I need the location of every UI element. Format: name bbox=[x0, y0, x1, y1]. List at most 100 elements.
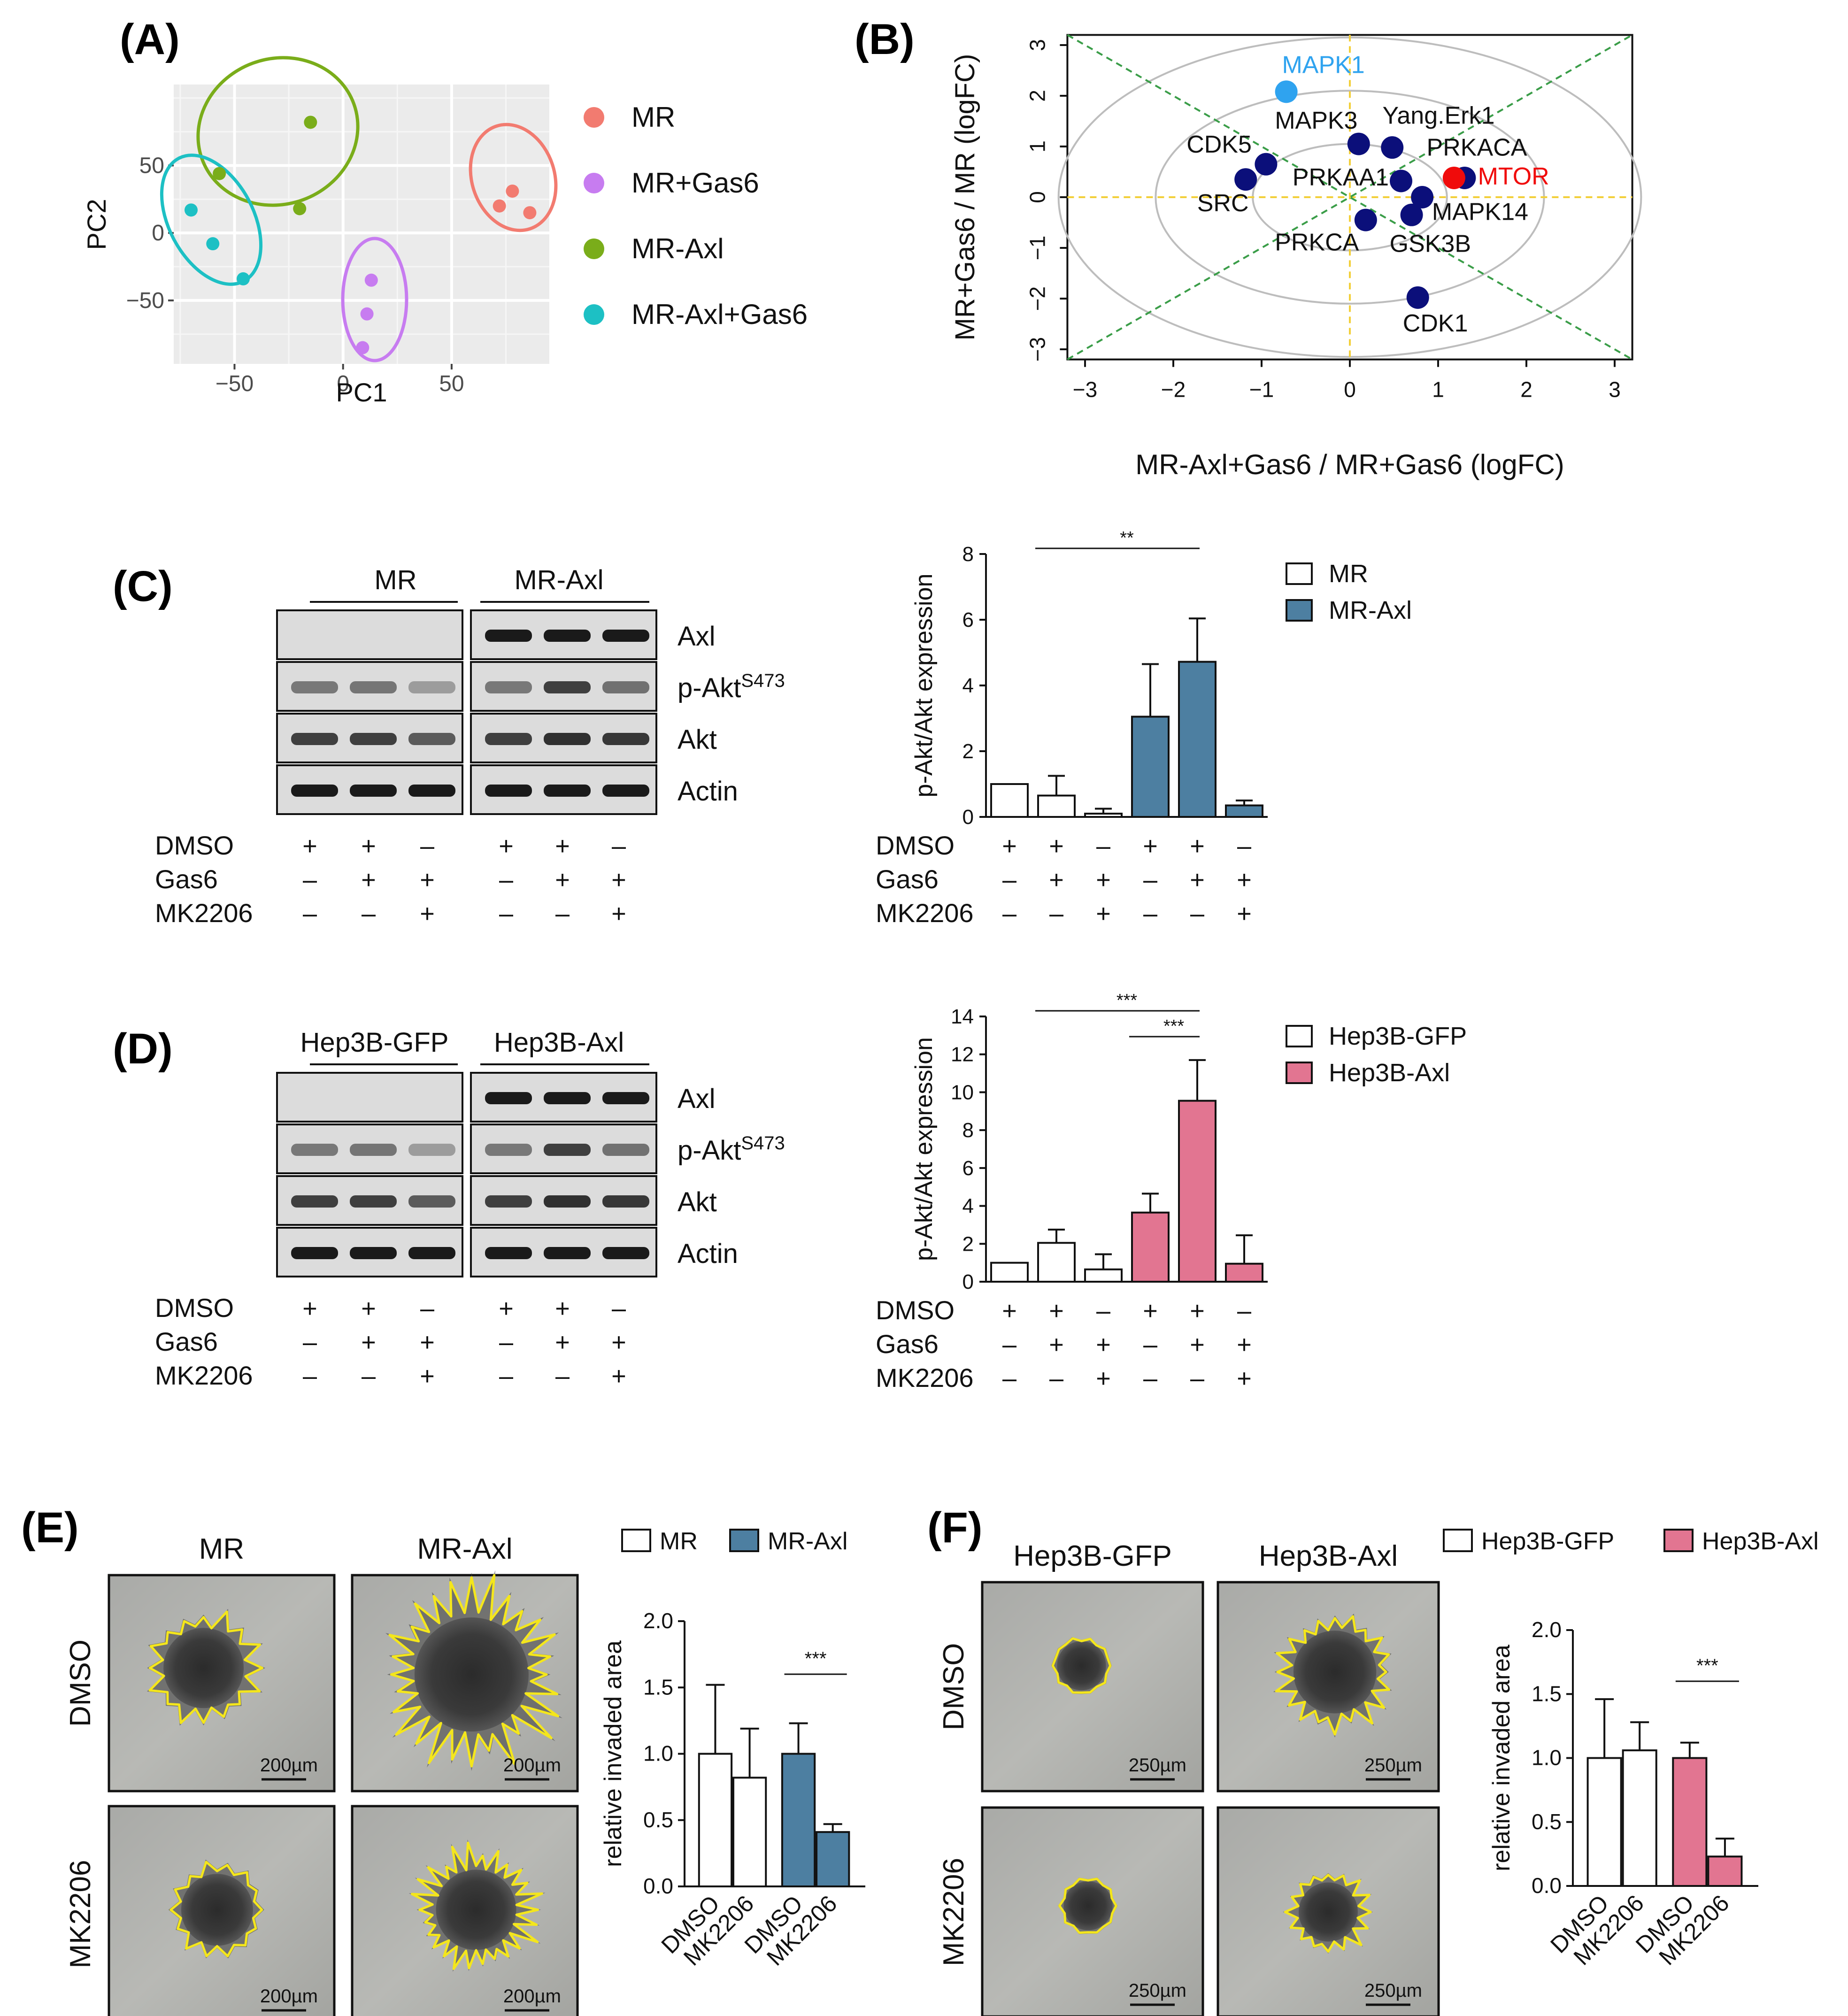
legend-label: Hep3B-GFP bbox=[1329, 1022, 1467, 1050]
bar bbox=[990, 783, 1029, 818]
y-axis-label: p-Akt/Akt expression bbox=[910, 574, 938, 798]
pca-legend: MR MR+Gas6 MR-Axl MR-Axl+Gas6 bbox=[584, 101, 808, 330]
panel-label-f: (F) bbox=[927, 1504, 982, 1552]
treatment-sign: – bbox=[499, 1328, 513, 1356]
treatment-sign: + bbox=[302, 832, 317, 860]
treatment-sign: – bbox=[555, 1362, 570, 1390]
point-yang-erk1 bbox=[1381, 136, 1404, 159]
pca-point bbox=[293, 202, 307, 215]
treatment-sign: + bbox=[361, 866, 376, 894]
treatment-sign: – bbox=[420, 1294, 434, 1323]
pca-points bbox=[184, 115, 537, 354]
spheroid-core bbox=[181, 1874, 253, 1946]
x-tick-label: −50 bbox=[216, 371, 254, 396]
blot-band bbox=[602, 1092, 649, 1104]
y-tick-label: 0 bbox=[1025, 191, 1049, 203]
point-cdk5 bbox=[1255, 153, 1278, 176]
y-tick-label: 2.0 bbox=[1532, 1617, 1562, 1642]
point-prkaa1 bbox=[1390, 169, 1413, 192]
legend-dot bbox=[584, 239, 604, 259]
blot-band bbox=[485, 1144, 532, 1156]
point-label: CDK1 bbox=[1403, 310, 1468, 337]
legend-dot bbox=[584, 304, 604, 325]
treatment-sign: + bbox=[1096, 866, 1111, 894]
treatment-label: DMSO bbox=[155, 831, 234, 860]
invasion-outline bbox=[1051, 1637, 1112, 1694]
scale-label: 200µm bbox=[503, 1755, 561, 1776]
treatment-sign: + bbox=[1049, 866, 1064, 894]
sig-stars: *** bbox=[805, 1648, 827, 1669]
pca-point bbox=[356, 341, 370, 354]
treatment-label: Gas6 bbox=[876, 864, 939, 894]
point-label: Yang.Erk1 bbox=[1383, 102, 1495, 129]
blot-band bbox=[291, 1144, 338, 1156]
treatment-sign: + bbox=[1190, 832, 1205, 860]
treatment-sign: – bbox=[1049, 1364, 1063, 1393]
y-tick-label: 2 bbox=[1025, 90, 1049, 102]
legend-swatch bbox=[1443, 1529, 1473, 1552]
bar bbox=[1586, 1757, 1622, 1887]
treatment-sign: + bbox=[1096, 1364, 1111, 1393]
blot-band bbox=[544, 1195, 591, 1208]
treatment-sign: + bbox=[1049, 1297, 1064, 1325]
invasion-outline bbox=[410, 1841, 543, 1970]
x-tick-label: 0 bbox=[337, 371, 349, 396]
treatment-sign: + bbox=[1002, 832, 1017, 860]
blot-band bbox=[291, 1195, 338, 1208]
point-label: MAPK3 bbox=[1275, 107, 1357, 134]
kinase-scatter: −3 −2 −1 0 1 2 3 −3 −2 −1 0 1 2 3 MAPK1 MAPK3 Yang.Erk1… bbox=[950, 34, 1642, 480]
legend-swatch bbox=[621, 1529, 651, 1552]
bar bbox=[781, 1753, 816, 1887]
treatment-label: Gas6 bbox=[876, 1329, 939, 1359]
treatment-sign: – bbox=[1190, 1364, 1204, 1393]
treatment-sign: + bbox=[302, 1294, 317, 1323]
column-label: MR bbox=[199, 1533, 244, 1565]
treatment-sign: + bbox=[555, 1294, 570, 1323]
blot-strip bbox=[276, 609, 463, 660]
legend-dot bbox=[584, 173, 604, 193]
blot-band bbox=[350, 1195, 397, 1208]
row-label: DMSO bbox=[938, 1643, 970, 1731]
bar bbox=[1178, 1100, 1217, 1283]
y-tick-label: 3 bbox=[1025, 39, 1049, 51]
y-axis-label: relative invaded area bbox=[600, 1640, 627, 1867]
pca-point bbox=[493, 199, 506, 213]
blot-band bbox=[408, 681, 455, 693]
treatment-sign: – bbox=[1143, 1364, 1157, 1393]
legend-label: MR bbox=[1329, 560, 1368, 588]
pca-point bbox=[360, 307, 374, 321]
blot-band bbox=[485, 1195, 532, 1208]
treatment-sign: + bbox=[1237, 1364, 1252, 1393]
treatment-sign: + bbox=[420, 866, 435, 894]
treatment-sign: – bbox=[303, 1328, 317, 1356]
y-tick-label: 0.5 bbox=[1532, 1809, 1562, 1834]
ellipse-mr-gas6 bbox=[341, 237, 408, 362]
blot-band bbox=[408, 733, 455, 745]
pca-point bbox=[236, 272, 250, 285]
spheroid-core bbox=[1293, 1631, 1377, 1714]
pca-plot: −50 0 50 50 0 −50 PC1 PC2 MR MR+Gas6 MR-Axl MR-A… bbox=[82, 56, 808, 407]
scale-label: 250µm bbox=[1364, 1755, 1422, 1776]
treatment-label: DMSO bbox=[876, 1295, 955, 1325]
x-tick-label: 2 bbox=[1520, 377, 1532, 402]
treatment-sign: – bbox=[612, 1294, 626, 1323]
bar bbox=[1084, 813, 1123, 818]
invasion-outline bbox=[1275, 1615, 1391, 1736]
blot-band bbox=[602, 1195, 649, 1208]
treatment-sign: – bbox=[1143, 900, 1157, 928]
bar bbox=[1225, 804, 1263, 818]
treatment-sign: – bbox=[1002, 1331, 1016, 1359]
blot-band bbox=[602, 733, 649, 745]
point-prkca bbox=[1354, 208, 1377, 231]
treatment-sign: – bbox=[303, 866, 317, 894]
pca-point bbox=[304, 115, 317, 129]
point-label: MAPK14 bbox=[1432, 199, 1528, 226]
blot-band bbox=[544, 1092, 591, 1104]
legend-label: Hep3B-Axl bbox=[1329, 1059, 1450, 1087]
blot-band bbox=[602, 630, 649, 642]
kinase-axes: −3 −2 −1 0 1 2 3 −3 −2 −1 0 1 2 3 bbox=[1025, 34, 1633, 402]
point-label: MTOR bbox=[1478, 163, 1549, 190]
ellipse-mr bbox=[469, 123, 558, 232]
